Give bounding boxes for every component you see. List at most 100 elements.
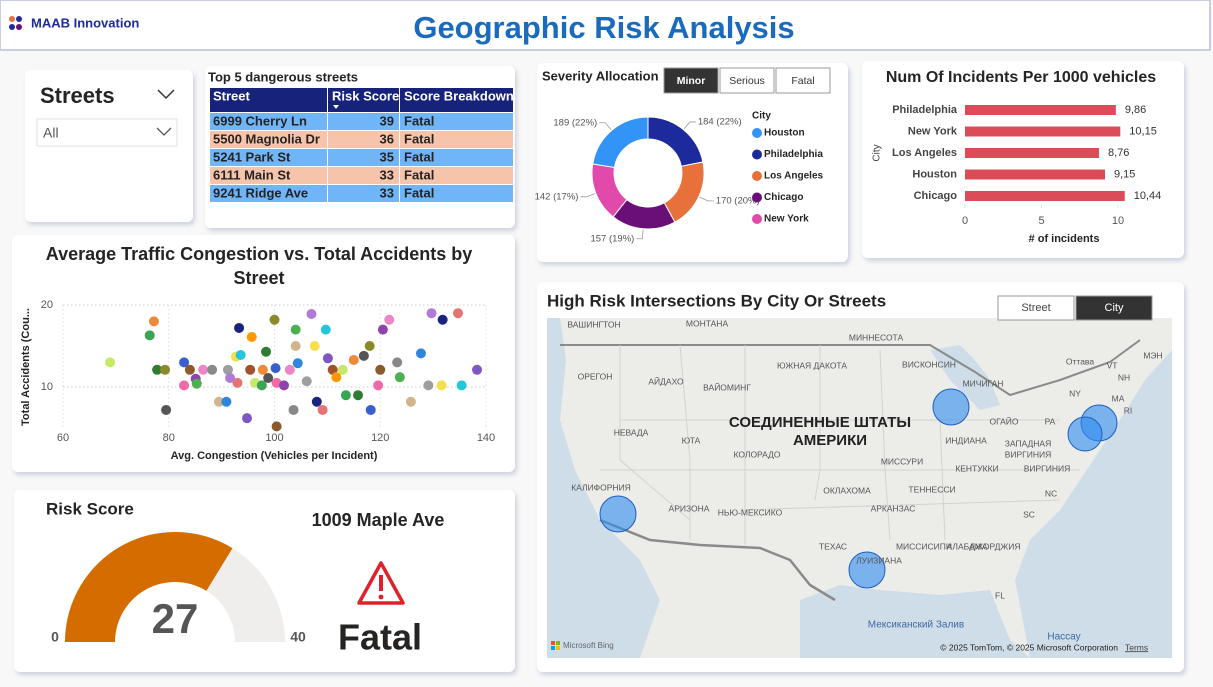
scatter-point <box>322 353 333 364</box>
scatter-point <box>246 331 257 342</box>
country-label: СОЕДИНЕННЫЕ ШТАТЫ <box>729 414 911 431</box>
filter-button-label: Minor <box>677 75 706 87</box>
scatter-point <box>232 377 243 388</box>
scatter-point <box>340 390 351 401</box>
map-label: АЙДАХО <box>648 375 684 386</box>
scatter-point <box>426 308 437 319</box>
scatter-point <box>353 390 364 401</box>
map <box>547 318 1172 658</box>
map-label: ОГАЙО <box>989 415 1018 426</box>
y-tick-label: New York <box>908 125 958 137</box>
leader-line <box>599 122 612 130</box>
scatter-point <box>373 380 384 391</box>
map-label: МИННЕСОТА <box>849 332 904 342</box>
map-bubble[interactable] <box>599 495 637 533</box>
legend-marker <box>752 128 762 138</box>
x-tick-label: 5 <box>1038 215 1044 227</box>
dropdown-chevron <box>156 127 172 136</box>
map-label: АРИЗОНА <box>669 503 710 513</box>
bing-logo <box>551 641 560 650</box>
bar-card <box>862 61 1184 258</box>
data-label: 189 (22%) <box>553 117 597 128</box>
map-label: ТЕННЕССИ <box>908 484 955 494</box>
map-label: ЮЖНАЯ ДАКОТА <box>777 360 847 370</box>
map-toggle[interactable] <box>1075 295 1153 321</box>
map-bubble[interactable] <box>932 388 970 426</box>
slicer-selection: All <box>43 125 59 141</box>
map-label: ОРЕГОН <box>578 371 613 381</box>
bar <box>965 126 1121 137</box>
map-terms[interactable]: Terms <box>1125 642 1148 652</box>
leader-line <box>580 193 595 198</box>
data-label: 10,15 <box>1129 125 1157 137</box>
scatter-point <box>456 380 467 391</box>
map-label: PA <box>1045 416 1056 426</box>
leader-line <box>683 121 696 130</box>
legend-marker <box>752 171 762 181</box>
scatter-point <box>207 364 218 375</box>
map-label: МИЧИГАН <box>963 378 1004 388</box>
scatter-point <box>292 358 303 369</box>
data-label: 170 (20%) <box>716 195 760 206</box>
map-toggle-label: Street <box>1021 302 1050 314</box>
legend-marker <box>752 149 762 160</box>
scatter-point <box>144 330 155 341</box>
scatter-point <box>179 357 190 368</box>
data-label: 184 (22%) <box>698 116 742 127</box>
legend-label: Los Angeles <box>764 171 824 182</box>
scatter-point <box>405 396 416 407</box>
map-provider: Microsoft Bing <box>563 641 614 650</box>
map-border <box>560 339 1141 397</box>
table-title: Top 5 dangerous streets <box>208 69 358 84</box>
map-title: High Risk Intersections By City Or Stree… <box>547 291 886 310</box>
slicer-dropdown[interactable] <box>36 118 178 147</box>
map-label: RI <box>1124 405 1133 415</box>
bar <box>965 191 1125 201</box>
map-label: ВИРГИНИЯ <box>1005 449 1052 459</box>
scatter-point <box>148 316 159 327</box>
filter-button[interactable] <box>719 67 775 94</box>
map-toggle[interactable] <box>997 295 1075 321</box>
scatter-point <box>392 357 403 368</box>
cell: 6111 Main St <box>213 167 291 182</box>
map-border <box>599 518 836 602</box>
column-header: Street <box>213 88 251 103</box>
slicer-chevron[interactable] <box>157 89 175 100</box>
scatter-point <box>320 324 331 335</box>
data-label: 9,15 <box>1114 168 1135 180</box>
cell: 33 <box>380 167 394 182</box>
scatter-point <box>436 380 447 391</box>
scatter-point <box>337 364 348 375</box>
column-header: Risk Score <box>332 88 399 103</box>
y-axis-title: Total Accidents (Cou... <box>20 308 32 426</box>
map-label: ЛУИЗИАНА <box>856 555 902 565</box>
map-label: Нассау <box>1047 632 1080 643</box>
data-label: 9,86 <box>1125 104 1146 116</box>
map-label: МИССУРИ <box>881 456 923 466</box>
filter-button[interactable] <box>775 67 831 94</box>
cell: Fatal <box>404 149 434 164</box>
legend-marker <box>752 192 762 203</box>
map-bubbles[interactable] <box>599 388 1118 589</box>
cell: 36 <box>380 131 394 146</box>
chart-title: Average Traffic Congestion vs. Total Acc… <box>46 244 472 264</box>
scatter-point <box>179 380 190 391</box>
map-label: NC <box>1045 488 1057 498</box>
y-tick-label: 20 <box>41 299 53 311</box>
map-label: Мексиканский Залив <box>868 620 964 631</box>
table-row <box>210 149 513 166</box>
gauge-min: 0 <box>51 629 59 645</box>
gauge-max: 40 <box>290 629 306 645</box>
scatter-point <box>375 364 386 375</box>
map-bubble[interactable] <box>848 551 886 589</box>
data-label: 8,76 <box>1108 147 1129 159</box>
scatter-point <box>358 350 369 361</box>
map-toggle-label: City <box>1105 302 1124 314</box>
map-bubble[interactable] <box>1067 416 1103 452</box>
map-label: ВАШИНГТОН <box>567 319 620 329</box>
filter-button[interactable] <box>663 67 719 94</box>
cell: 35 <box>380 149 394 164</box>
x-tick-label: 120 <box>371 432 389 444</box>
country-label: АМЕРИКИ <box>793 432 867 449</box>
